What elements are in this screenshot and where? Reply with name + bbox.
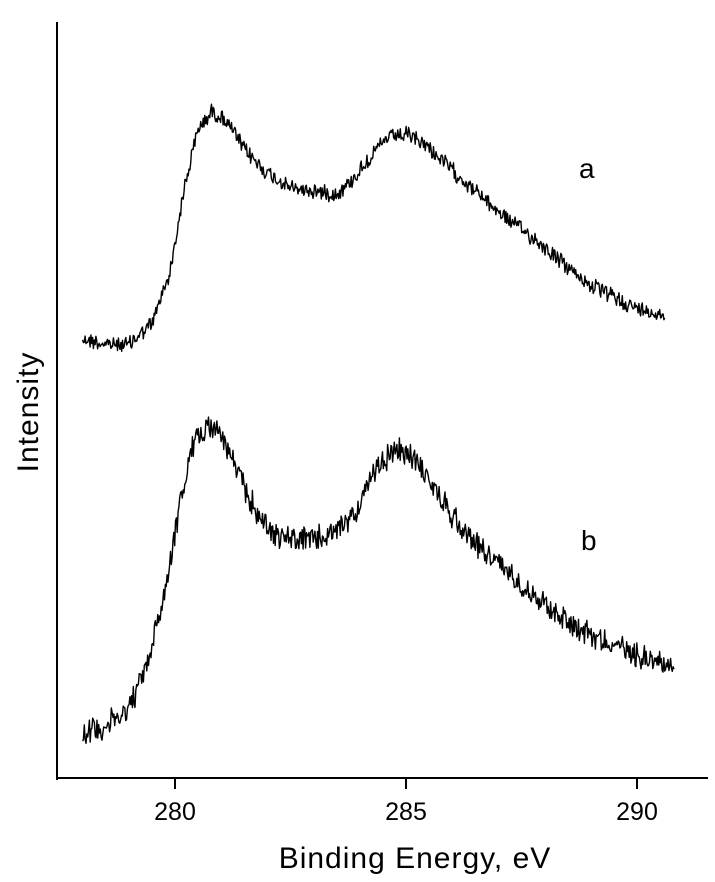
series-b-line [81,416,675,744]
series-a-label: a [579,153,595,184]
series-b [81,416,675,744]
x-ticks [174,778,638,789]
x-tick-labels: 280 285 290 [154,798,658,826]
series-b-label: b [581,525,597,556]
x-tick-label: 285 [385,798,427,826]
series-a [81,103,666,352]
plot-area: 280 285 290 a b [56,22,708,826]
x-tick-label: 290 [616,798,658,826]
series-a-line [81,103,666,352]
y-axis-title: Intensity [12,352,45,473]
x-axis-title: Binding Energy, eV [279,842,552,875]
x-tick-label: 280 [154,798,196,826]
